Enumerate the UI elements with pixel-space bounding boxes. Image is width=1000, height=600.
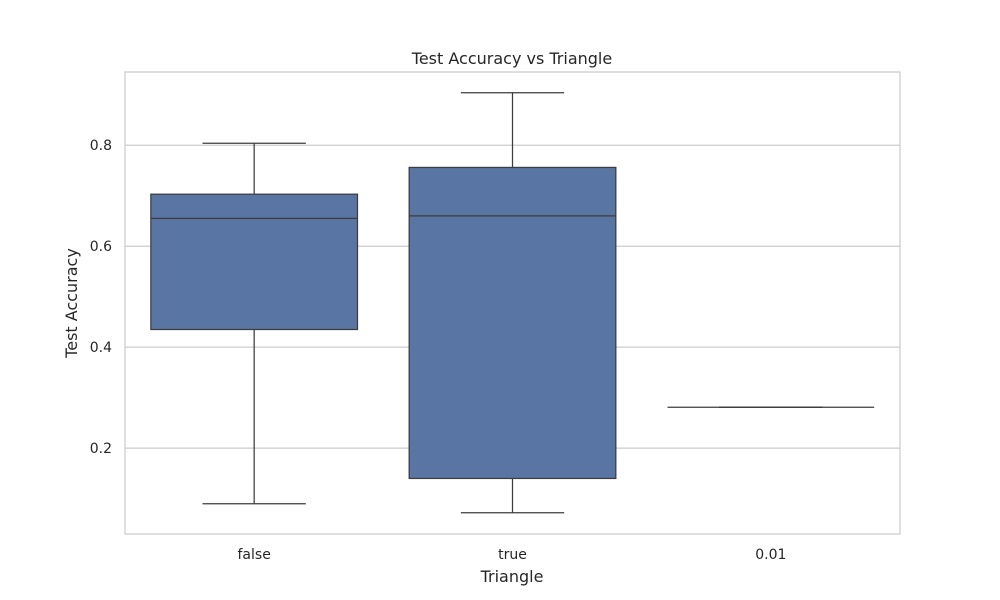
box-false (150, 142, 359, 505)
iqr-box (408, 166, 617, 480)
y-axis-label: Test Accuracy (62, 248, 81, 359)
iqr-box (150, 193, 359, 331)
y-tick-label: 0.2 (90, 441, 112, 457)
x-tick-label: true (498, 547, 527, 563)
box-true (408, 92, 617, 514)
y-tick-label: 0.6 (90, 239, 112, 255)
box-series (150, 92, 875, 514)
x-tick-label: 0.01 (755, 547, 786, 563)
x-tick-labels: false true 0.01 (238, 547, 787, 563)
plot-frame (124, 71, 901, 535)
x-axis-label: Triangle (480, 567, 544, 586)
x-tick-label: false (238, 547, 271, 563)
y-tick-label: 0.4 (90, 340, 112, 356)
y-tick-label: 0.8 (90, 138, 112, 154)
chart-title: Test Accuracy vs Triangle (411, 49, 612, 68)
y-tick-labels: 0.2 0.4 0.6 0.8 (90, 138, 112, 457)
